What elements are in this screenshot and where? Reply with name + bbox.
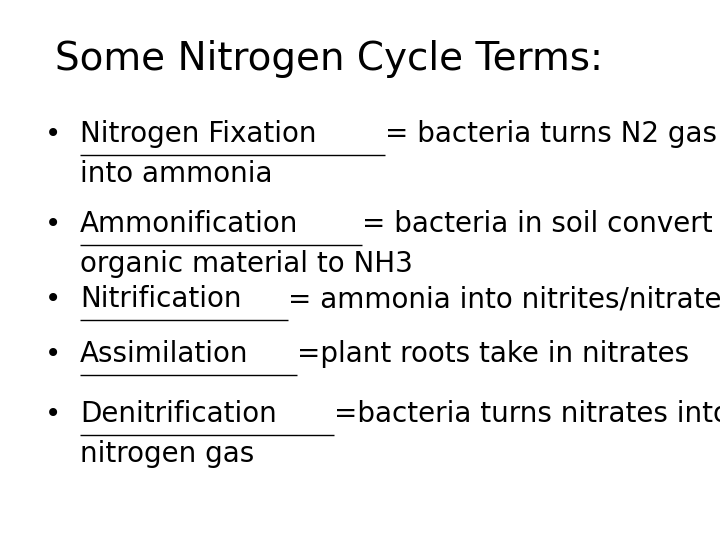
Text: =plant roots take in nitrates: =plant roots take in nitrates [297, 340, 690, 368]
Text: Ammonification: Ammonification [80, 210, 298, 238]
Text: = bacteria turns N2 gas: = bacteria turns N2 gas [385, 120, 717, 148]
Text: =bacteria turns nitrates into: =bacteria turns nitrates into [334, 400, 720, 428]
Text: Nitrogen Fixation: Nitrogen Fixation [80, 120, 317, 148]
Text: nitrogen gas: nitrogen gas [80, 440, 254, 468]
Text: •: • [45, 400, 61, 428]
Text: Assimilation: Assimilation [80, 340, 248, 368]
Text: Nitrification: Nitrification [80, 285, 241, 313]
Text: organic material to NH3: organic material to NH3 [80, 250, 413, 278]
Text: into ammonia: into ammonia [80, 160, 272, 188]
Text: •: • [45, 285, 61, 313]
Text: Some Nitrogen Cycle Terms:: Some Nitrogen Cycle Terms: [55, 40, 603, 78]
Text: = bacteria in soil convert: = bacteria in soil convert [361, 210, 712, 238]
Text: = ammonia into nitrites/nitrates: = ammonia into nitrites/nitrates [289, 285, 720, 313]
Text: •: • [45, 340, 61, 368]
Text: Denitrification: Denitrification [80, 400, 276, 428]
Text: •: • [45, 120, 61, 148]
Text: •: • [45, 210, 61, 238]
